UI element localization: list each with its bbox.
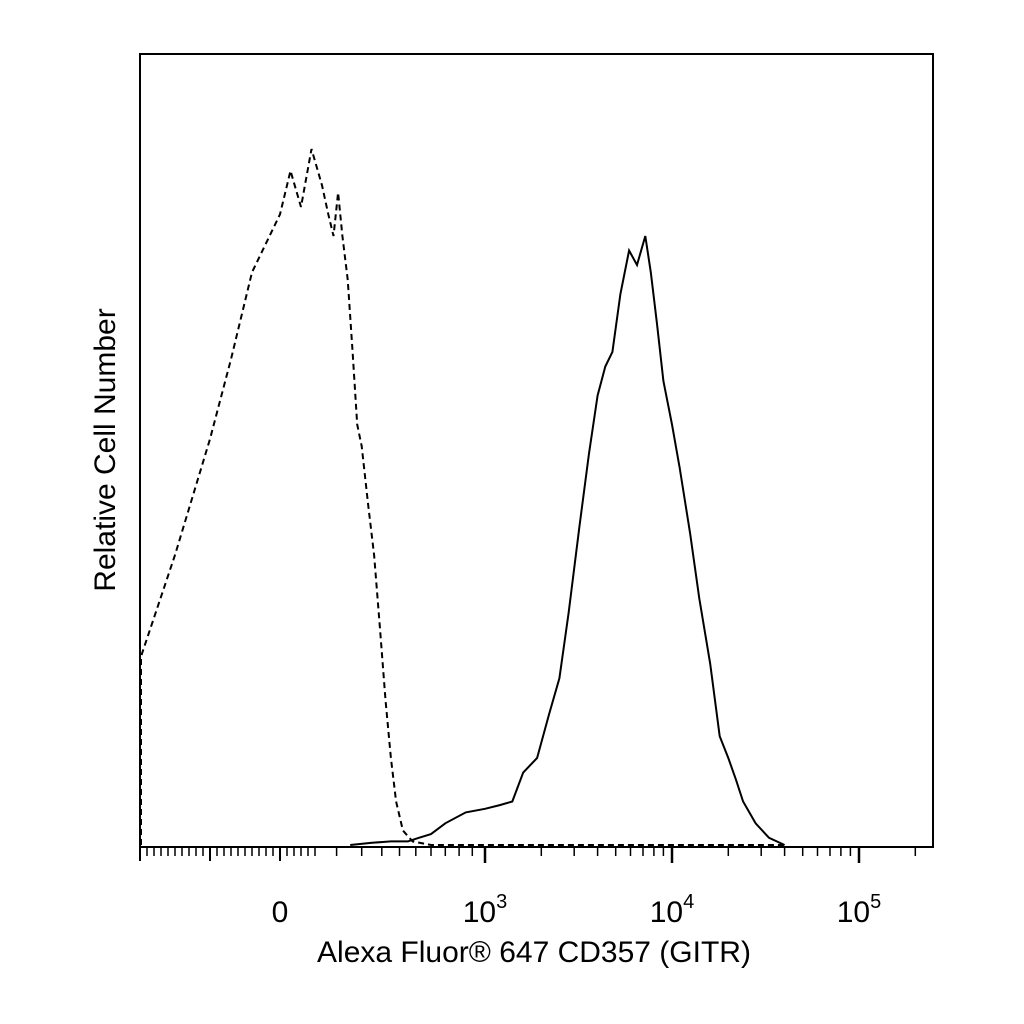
series-layer [140,148,786,846]
x-tick-label-layer: 0 103 104 105 [272,891,882,929]
series-line-dashed [140,148,785,846]
x-tick-layer [139,847,917,863]
x-tick-label: 104 [650,891,695,929]
plot-frame [139,53,934,848]
x-tick-label-exponent: 4 [683,891,694,913]
x-tick-label: 103 [463,891,508,929]
x-tick-label-base: 10 [650,896,683,929]
x-tick-label-base: 10 [463,896,496,929]
y-axis-label: Relative Cell Number [89,308,122,591]
series-line-solid [350,235,786,846]
x-tick-label-base: 0 [272,896,289,929]
x-tick-label-exponent: 3 [496,891,507,913]
x-tick-label: 0 [272,896,289,929]
x-tick-label-exponent: 5 [870,891,881,913]
x-axis-label: Alexa Fluor® 647 CD357 (GITR) [317,936,751,969]
x-tick-label: 105 [837,891,882,929]
x-tick-label-base: 10 [837,896,870,929]
